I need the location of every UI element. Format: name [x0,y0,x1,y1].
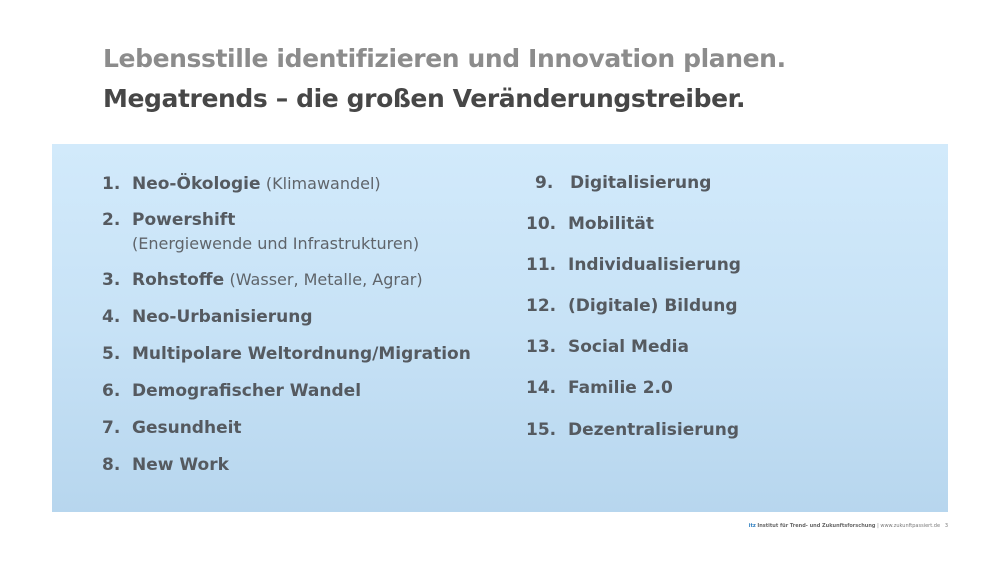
megatrend-item: 5. Multipolare Weltordnung/Migration [102,344,471,364]
megatrend-item: 10. Mobilität [526,214,654,234]
megatrend-label: Rohstoffe [132,270,225,290]
page-number: 3 [944,523,948,529]
footer-website: | www.zukunftpassiert.de [877,523,941,529]
megatrend-item: 15. Dezentralisierung [526,420,740,440]
footer-org: Institut für Trend- und Zukunftsforschun… [757,523,876,529]
slide-title-line-2: Megatrends – die großen Veränderungstrei… [103,84,746,113]
megatrend-label: Neo-Urbanisierung [132,307,313,327]
megatrend-note: (Energiewende und Infrastrukturen) [132,234,420,253]
megatrend-note: (Wasser, Metalle, Agrar) [229,270,423,289]
megatrend-label: Neo-Ökologie [132,174,261,194]
megatrend-label: Dezentralisierung [568,420,740,440]
megatrend-item: 13. Social Media [526,337,689,357]
megatrend-label: Gesundheit [132,418,242,438]
megatrend-item: 6. Demografischer Wandel [102,381,362,401]
megatrend-label: Mobilität [568,214,654,234]
megatrend-label: Individualisierung [568,255,741,275]
megatrend-label: Demografischer Wandel [132,381,362,401]
megatrend-label: (Digitale) Bildung [568,296,738,316]
megatrend-item: 1. Neo-Ökologie (Klimawandel) [102,174,381,194]
megatrend-label: Powershift [132,210,236,230]
megatrend-item: 11. Individualisierung [526,255,741,275]
megatrend-label: Familie 2.0 [568,378,673,398]
megatrend-label: Multipolare Weltordnung/Migration [132,344,471,364]
megatrend-item: 14. Familie 2.0 [526,378,673,398]
megatrend-item: 7. Gesundheit [102,418,242,438]
megatrend-label: Social Media [568,337,689,357]
megatrends-panel: 1. Neo-Ökologie (Klimawandel) 2. Powersh… [52,144,948,512]
megatrend-item: 12. (Digitale) Bildung [526,296,738,316]
megatrend-item: 3. Rohstoffe (Wasser, Metalle, Agrar) [102,270,423,290]
megatrend-item: 8. New Work [102,455,229,475]
megatrend-item: 9. Digitalisierung [535,173,712,193]
slide-footer: itz Institut für Trend- und Zukunftsfors… [749,523,948,529]
megatrend-note: (Klimawandel) [265,174,381,193]
megatrend-label: New Work [132,455,229,475]
megatrend-item: 2. Powershift (Energiewende und Infrastru… [102,210,420,253]
megatrend-item: 4. Neo-Urbanisierung [102,307,313,327]
brand-logo: itz [748,523,756,529]
megatrend-label: Digitalisierung [570,173,712,193]
slide-title-line-1: Lebensstille identifizieren und Innovati… [103,44,786,73]
